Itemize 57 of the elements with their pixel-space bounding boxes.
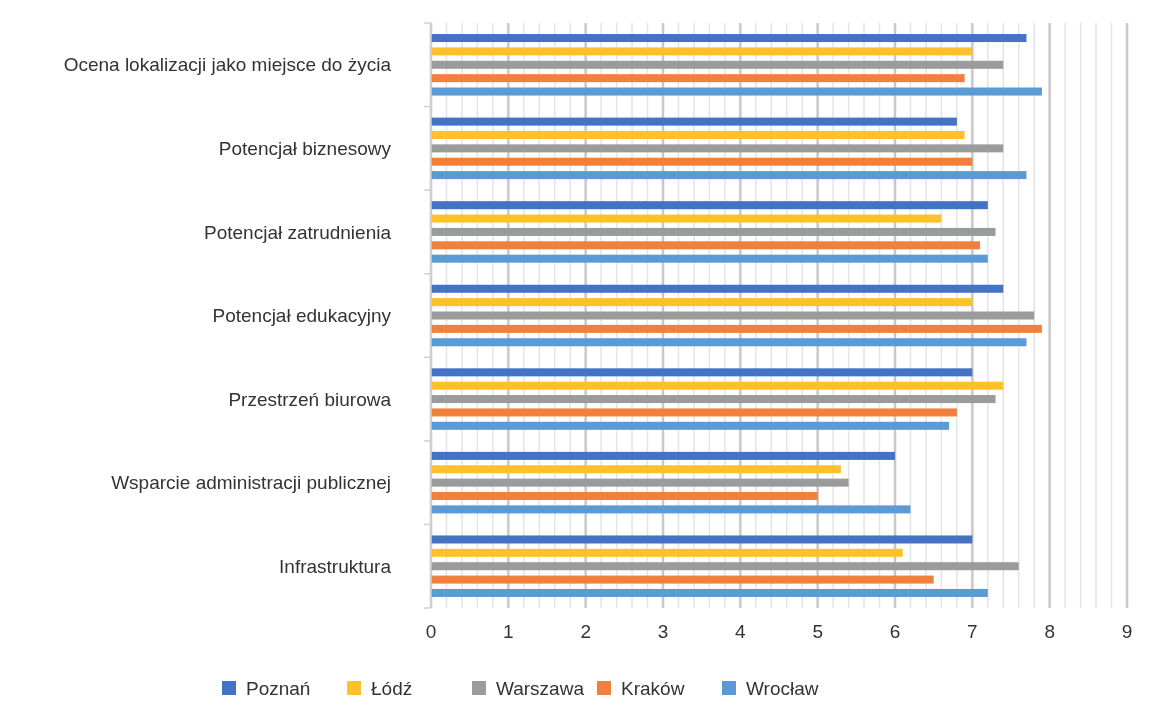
bar xyxy=(431,451,895,460)
bar xyxy=(431,117,957,126)
y-tick-label: Wsparcie administracji publicznej xyxy=(111,472,391,494)
bar xyxy=(431,478,849,487)
x-tick-label: 5 xyxy=(812,621,823,642)
legend-label: Wrocław xyxy=(746,677,819,699)
x-tick-label: 0 xyxy=(425,621,437,642)
bar xyxy=(431,368,973,377)
bar xyxy=(431,87,1042,96)
y-tick-label: Potencjał edukacyjny xyxy=(212,305,392,327)
x-tick-label: 2 xyxy=(580,621,591,642)
x-tick-label: 1 xyxy=(503,621,514,642)
bar xyxy=(431,227,996,236)
bar xyxy=(431,548,903,557)
bar xyxy=(431,535,973,544)
bar xyxy=(431,505,911,514)
bar xyxy=(431,130,965,139)
legend-label: Kraków xyxy=(621,677,685,699)
bar xyxy=(431,311,1035,320)
y-tick-label: Potencjał zatrudnienia xyxy=(204,221,392,243)
bar xyxy=(431,395,996,404)
bar xyxy=(431,157,973,166)
bar xyxy=(431,421,950,430)
bar xyxy=(431,171,1027,180)
bar xyxy=(431,588,988,597)
bar xyxy=(431,74,965,83)
bar xyxy=(431,338,1027,347)
legend-label: Warszawa xyxy=(496,677,585,699)
bar xyxy=(431,241,981,250)
x-tick-label: 6 xyxy=(889,621,901,642)
bar xyxy=(431,284,1004,293)
bar xyxy=(431,201,988,210)
x-tick-label: 3 xyxy=(657,621,669,642)
bar xyxy=(431,144,1004,153)
bar xyxy=(431,34,1027,43)
legend-label: Poznań xyxy=(246,677,311,699)
bar xyxy=(431,562,1019,571)
y-tick-label: Przestrzeń biurowa xyxy=(228,388,392,410)
x-tick-label: 7 xyxy=(967,621,978,642)
x-tick-label: 8 xyxy=(1044,621,1055,642)
bar xyxy=(431,575,934,584)
bar xyxy=(431,324,1042,333)
x-tick-label: 4 xyxy=(735,621,747,642)
bar xyxy=(431,254,988,263)
y-tick-label: Ocena lokalizacji jako miejsce do życia xyxy=(63,54,392,76)
y-tick-label: Infrastruktura xyxy=(279,555,392,577)
bar xyxy=(431,381,1004,390)
y-tick-label: Potencjał biznesowy xyxy=(218,138,392,160)
legend-label: Łódź xyxy=(371,677,413,699)
bar xyxy=(431,214,942,223)
bar xyxy=(431,47,973,56)
bar xyxy=(431,298,973,307)
x-tick-label: 9 xyxy=(1121,621,1133,642)
bar xyxy=(431,465,841,474)
bar xyxy=(431,492,818,501)
bar xyxy=(431,408,957,417)
bar xyxy=(431,60,1004,69)
